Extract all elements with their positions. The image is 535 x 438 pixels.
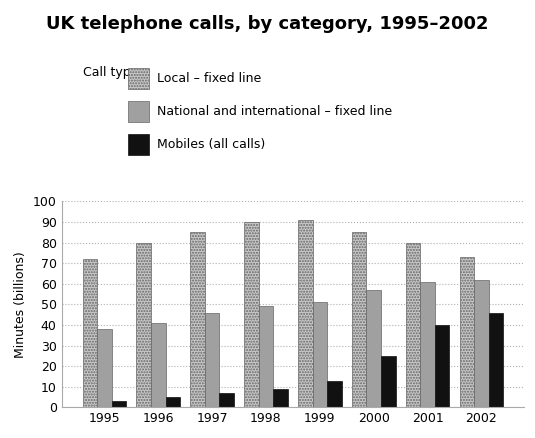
Y-axis label: Minutes (billions): Minutes (billions) bbox=[14, 251, 27, 358]
Bar bbox=[112, 401, 126, 407]
Bar bbox=[421, 282, 435, 407]
Bar bbox=[435, 325, 449, 407]
Bar bbox=[82, 259, 97, 407]
Bar bbox=[352, 232, 366, 407]
Text: Local – fixed line: Local – fixed line bbox=[157, 72, 261, 85]
Bar bbox=[259, 307, 273, 407]
Bar bbox=[366, 290, 381, 407]
Bar bbox=[205, 313, 219, 407]
Text: UK telephone calls, by category, 1995–2002: UK telephone calls, by category, 1995–20… bbox=[46, 15, 489, 33]
Bar bbox=[151, 323, 165, 407]
Bar bbox=[273, 389, 288, 407]
Bar bbox=[97, 329, 112, 407]
Bar bbox=[327, 381, 342, 407]
Bar bbox=[312, 302, 327, 407]
Bar bbox=[136, 243, 151, 407]
Bar bbox=[190, 232, 205, 407]
Bar bbox=[488, 313, 503, 407]
Bar bbox=[460, 257, 474, 407]
Bar bbox=[381, 356, 395, 407]
Bar bbox=[298, 220, 312, 407]
Text: Mobiles (all calls): Mobiles (all calls) bbox=[157, 138, 265, 151]
Text: National and international – fixed line: National and international – fixed line bbox=[157, 105, 392, 118]
Text: Call type:: Call type: bbox=[83, 66, 142, 79]
Bar bbox=[219, 393, 234, 407]
Bar bbox=[474, 280, 488, 407]
Bar bbox=[165, 397, 180, 407]
Bar bbox=[406, 243, 421, 407]
Bar bbox=[244, 222, 259, 407]
